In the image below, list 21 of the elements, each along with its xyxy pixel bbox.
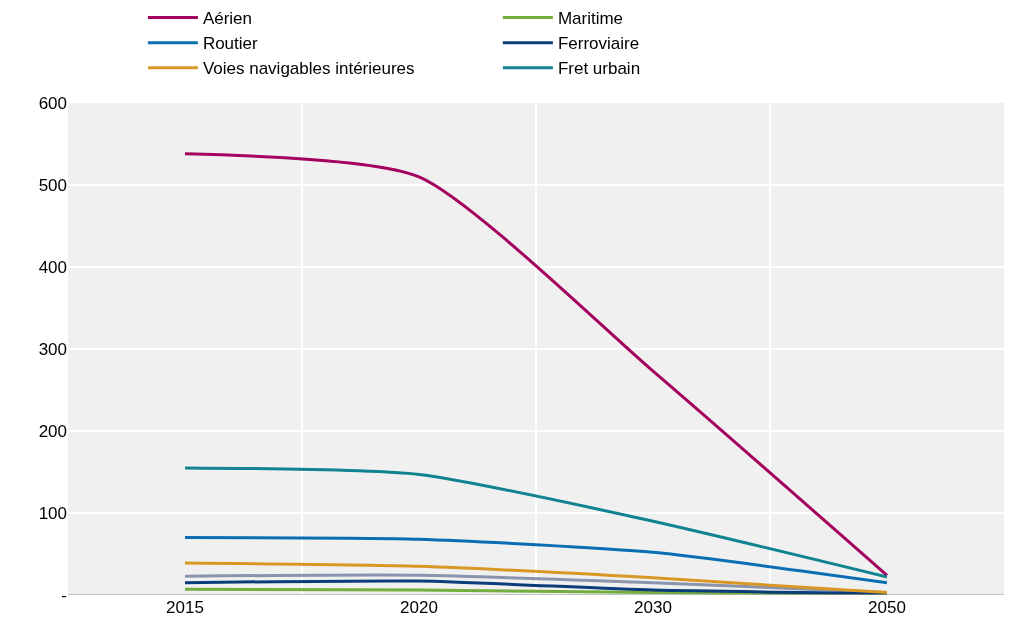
y-tick-label: 600 xyxy=(38,93,67,113)
x-tick-label: 2020 xyxy=(400,598,438,617)
legend-label: Ferroviaire xyxy=(557,34,640,54)
y-tick-label: 100 xyxy=(38,503,67,523)
y-tick-label: 500 xyxy=(38,175,67,195)
y-tick-label: 300 xyxy=(38,339,67,359)
legend-label: Aérien xyxy=(202,9,253,29)
legend-label: Maritime xyxy=(557,9,624,29)
legend-label: Routier xyxy=(202,34,259,54)
legend-label: Fret urbain xyxy=(557,59,641,79)
legend-label: Voies navigables intérieures xyxy=(202,59,415,79)
line-series xyxy=(183,152,889,577)
line-series xyxy=(183,536,889,585)
line-series xyxy=(183,466,889,579)
x-tick-label: 2015 xyxy=(166,598,204,617)
y-tick-label: - xyxy=(61,585,67,605)
y-tick-label: 200 xyxy=(38,421,67,441)
x-tick-label: 2030 xyxy=(634,598,672,617)
x-tick-label: 2050 xyxy=(868,598,906,617)
line-series xyxy=(183,561,889,595)
y-tick-label: 400 xyxy=(38,257,67,277)
